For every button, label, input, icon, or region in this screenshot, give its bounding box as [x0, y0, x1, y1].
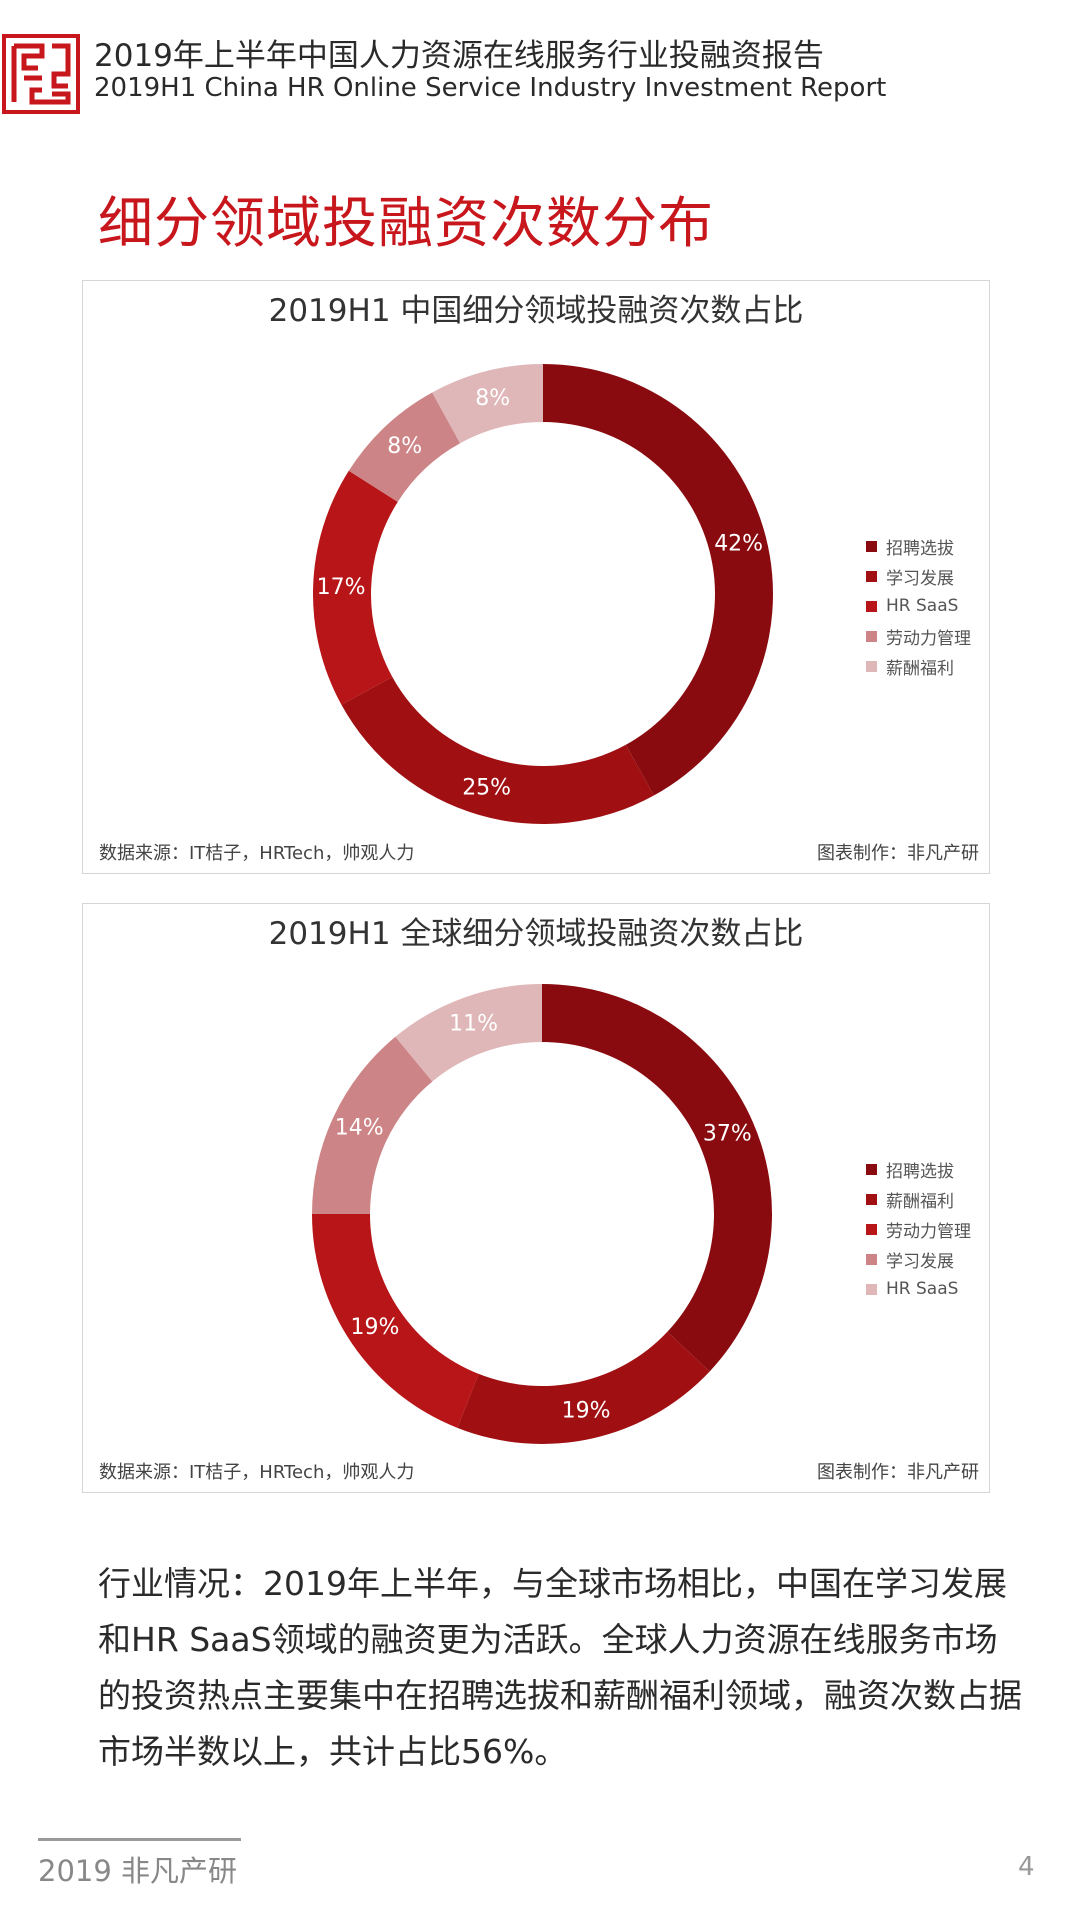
legend-item: 劳动力管理: [866, 1214, 971, 1244]
legend-swatch: [866, 660, 877, 672]
slice-label: 14%: [335, 1115, 384, 1140]
legend-item: 薪酬福利: [866, 651, 971, 681]
page-number: 4: [1018, 1852, 1035, 1882]
legend-label: HR SaaS: [886, 1279, 959, 1299]
donut-slice: [348, 392, 461, 502]
donut-chart-china: 42% 25% 17% 8% 8%: [312, 364, 773, 824]
legend-label: HR SaaS: [886, 596, 959, 616]
legend-item: 学习发展: [866, 1244, 971, 1274]
legend-item: 学习发展: [866, 561, 971, 591]
chart-source: 数据来源：IT桔子，HRTech，帅观人力: [99, 843, 415, 864]
legend-label: 劳动力管理: [886, 628, 971, 649]
legend-swatch: [866, 540, 877, 552]
legend-swatch: [866, 600, 877, 612]
donut-slice: [312, 1036, 433, 1214]
donut-slice: [542, 984, 772, 1372]
legend-label: 招聘选拔: [886, 538, 954, 559]
chart-card-global: 2019H1 全球细分领域投融资次数占比 37% 19% 19% 14% 11% 招聘选…: [82, 903, 990, 1493]
industry-summary: 行业情况：2019年上半年，与全球市场相比，中国在学习发展和HR SaaS领域的…: [98, 1564, 1022, 1771]
report-title-en: 2019H1 China HR Online Service Industry …: [94, 73, 887, 103]
legend-label: 劳动力管理: [886, 1221, 971, 1242]
legend-swatch: [866, 1223, 877, 1235]
donut-slice: [312, 1214, 479, 1428]
donut-slice: [432, 364, 543, 444]
legend-swatch: [866, 1193, 877, 1205]
slice-label: 42%: [714, 531, 763, 556]
slice-label: 17%: [317, 575, 366, 600]
legend-swatch: [866, 1253, 877, 1265]
donut-slice: [341, 676, 654, 824]
chart-card-china: 2019H1 中国细分领域投融资次数占比 42% 25% 17% 8% 8% 招聘选拔学…: [82, 280, 990, 874]
chart-credit: 图表制作：非凡产研: [817, 843, 979, 864]
legend-swatch: [866, 630, 877, 642]
chart-title: 2019H1 中国细分领域投融资次数占比: [268, 293, 804, 329]
legend-item: 招聘选拔: [866, 531, 971, 561]
legend-swatch: [866, 570, 877, 582]
slice-label: 8%: [387, 434, 422, 459]
donut-slice: [312, 470, 398, 705]
legend-item: 劳动力管理: [866, 621, 971, 651]
donut-slice: [457, 1331, 710, 1444]
slice-label: 25%: [462, 775, 511, 800]
report-title-cn: 2019年上半年中国人力资源在线服务行业投融资报告: [94, 38, 824, 74]
donut-slice: [395, 984, 542, 1082]
slice-label: 19%: [350, 1315, 399, 1340]
chart-legend: 招聘选拔学习发展 HR SaaS 劳动力管理薪酬福利: [866, 531, 971, 681]
legend-item: HR SaaS: [866, 591, 971, 621]
slice-label: 37%: [703, 1121, 752, 1146]
legend-item: 薪酬福利: [866, 1184, 971, 1214]
slice-label: 11%: [449, 1011, 498, 1036]
footer-brand: 2019 非凡产研: [38, 1854, 238, 1888]
donut-chart-global: 37% 19% 19% 14% 11%: [312, 984, 772, 1444]
legend-label: 学习发展: [886, 568, 954, 589]
footer-divider: [38, 1838, 241, 1841]
donut-slice: [543, 364, 773, 796]
slice-label: 19%: [562, 1399, 611, 1424]
slice-label: 8%: [475, 386, 510, 411]
legend-item: 招聘选拔: [866, 1154, 971, 1184]
chart-credit: 图表制作：非凡产研: [817, 1462, 979, 1483]
legend-swatch: [866, 1163, 877, 1175]
chart-legend: 招聘选拔薪酬福利劳动力管理学习发展 HR SaaS: [866, 1154, 971, 1304]
legend-label: 学习发展: [886, 1251, 954, 1272]
brand-logo: [2, 34, 80, 114]
chart-source: 数据来源：IT桔子，HRTech，帅观人力: [99, 1462, 415, 1483]
legend-label: 薪酬福利: [886, 1191, 954, 1212]
legend-label: 招聘选拔: [886, 1161, 954, 1182]
legend-swatch: [866, 1283, 877, 1295]
chart-title: 2019H1 全球细分领域投融资次数占比: [268, 916, 804, 952]
legend-label: 薪酬福利: [886, 658, 954, 679]
legend-item: HR SaaS: [866, 1274, 971, 1304]
section-title: 细分领域投融资次数分布: [98, 191, 715, 255]
